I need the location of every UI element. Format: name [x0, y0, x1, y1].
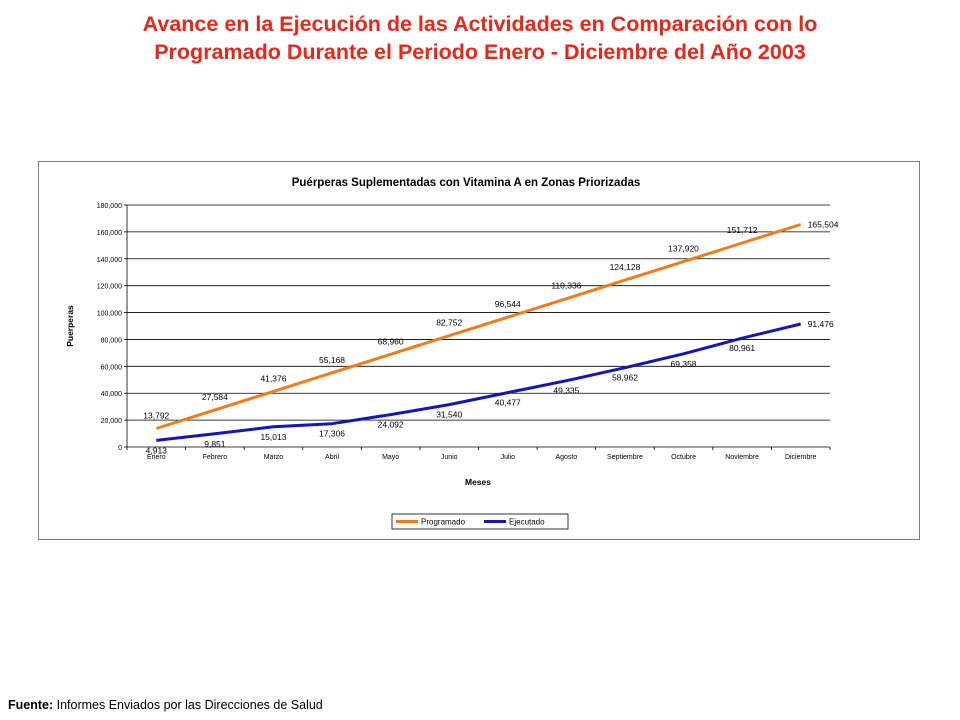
x-tick-label: Enero: [147, 454, 166, 461]
data-label-programado: 41,376: [260, 373, 286, 383]
data-label-programado: 137,920: [668, 244, 699, 254]
data-label-programado: 151,712: [727, 225, 758, 235]
x-tick-label: Abril: [325, 454, 339, 461]
series-line-programado: [155, 223, 802, 430]
axes: 0 20,000 40,000 60,000 80,000 100,000 120,000 1…: [97, 203, 831, 461]
data-label-ejecutado: 69,358: [671, 359, 697, 369]
y-tick-label: 20,000: [101, 418, 123, 425]
data-labels: 13,792 27,584 41,376 55,168 68,960 82,752 96,5…: [143, 219, 838, 455]
y-tick-label: 80,000: [101, 337, 123, 344]
data-label-programado: 165,504: [808, 219, 839, 229]
x-tick-label: Octubre: [671, 454, 696, 461]
data-label-programado: 55,168: [319, 355, 345, 365]
y-tick-label: 180,000: [97, 203, 122, 210]
x-tick-label: Julio: [501, 454, 516, 461]
line-chart: Puérperas Suplementadas con Vitamina A e…: [65, 177, 839, 530]
x-tick-label: Noviembre: [725, 454, 759, 461]
data-label-programado: 27,584: [202, 392, 228, 402]
y-tick-label: 0: [118, 445, 122, 452]
data-label-ejecutado: 49,335: [553, 386, 579, 396]
series-lines: [155, 223, 802, 442]
chart-title: Puérperas Suplementadas con Vitamina A e…: [292, 177, 641, 189]
data-label-programado: 82,752: [436, 318, 462, 328]
source-text: Informes Enviados por las Direcciones de…: [53, 698, 323, 712]
data-label-ejecutado: 31,540: [436, 410, 462, 420]
data-label-programado: 68,960: [378, 336, 404, 346]
legend-label-ejecutado: Ejecutado: [509, 518, 545, 527]
y-axis-label: Puerperas: [65, 305, 75, 347]
x-tick-label: Diciembre: [785, 454, 817, 461]
y-tick-label: 160,000: [97, 230, 122, 237]
y-tick-label: 100,000: [97, 311, 122, 318]
y-tick-label: 140,000: [97, 257, 122, 264]
data-label-ejecutado: 24,092: [378, 420, 404, 430]
gridlines: [127, 204, 830, 421]
data-label-ejecutado: 17,306: [319, 429, 345, 439]
data-label-programado: 13,792: [143, 410, 169, 420]
data-label-ejecutado: 9,851: [204, 439, 226, 449]
chart-frame: Puérperas Suplementadas con Vitamina A e…: [38, 161, 920, 540]
x-tick-label: Junio: [441, 454, 458, 461]
source-label: Fuente:: [8, 698, 54, 712]
x-tick-label: Febrero: [203, 454, 228, 461]
legend-label-programado: Programado: [421, 518, 466, 527]
data-label-ejecutado: 15,013: [260, 432, 286, 442]
x-axis-label: Meses: [465, 477, 491, 487]
x-tick-label: Marzo: [264, 454, 284, 461]
y-tick-label: 120,000: [97, 284, 122, 291]
data-label-ejecutado: 80,961: [729, 343, 755, 353]
data-label-ejecutado: 58,962: [612, 373, 638, 383]
data-label-ejecutado: 4,913: [146, 445, 168, 455]
legend-box: [391, 513, 569, 530]
data-label-programado: 96,544: [495, 299, 521, 309]
y-tick-label: 40,000: [101, 391, 123, 398]
data-label-programado: 124,128: [610, 262, 641, 272]
data-label-ejecutado: 91,476: [808, 319, 834, 329]
slide-title-line-2: Programado Durante el Periodo Enero - Di…: [154, 40, 806, 64]
slide-title: Avance en la Ejecución de las Actividade…: [20, 10, 940, 66]
x-tick-label: Septiembre: [607, 454, 643, 461]
y-tick-label: 60,000: [101, 364, 123, 371]
data-label-programado: 110,336: [551, 281, 581, 291]
series-line-ejecutado: [156, 322, 802, 442]
source-note: Fuente: Informes Enviados por las Direcc…: [8, 698, 323, 712]
x-tick-label: Agosto: [555, 454, 577, 461]
slide-title-line-1: Avance en la Ejecución de las Actividade…: [142, 12, 818, 36]
x-tick-label: Mayo: [382, 454, 399, 461]
legend: Programado Ejecutado: [391, 513, 569, 530]
data-label-ejecutado: 40,477: [495, 398, 521, 408]
